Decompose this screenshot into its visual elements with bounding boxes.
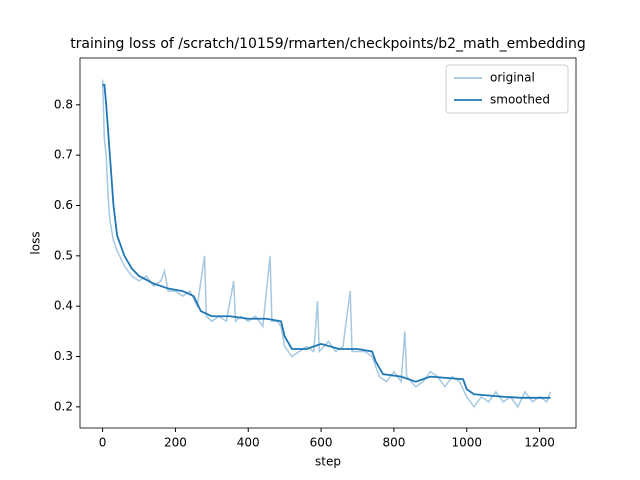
chart-title: training loss of /scratch/10159/rmarten/… [70,36,586,52]
x-tick-label: 800 [382,436,405,450]
line-series [102,83,551,399]
y-tick-label: 0.3 [54,349,73,363]
y-axis-label: loss [29,231,43,254]
y-tick-label: 0.7 [54,148,73,162]
legend-box [445,64,569,114]
x-tick-label: 600 [310,436,333,450]
y-tick-label: 0.4 [54,299,73,313]
plot-frame [79,57,577,429]
x-tick-label: 1200 [524,436,555,450]
x-tick-label: 1000 [451,436,482,450]
y-tick-label: 0.6 [54,198,73,212]
y-tick-label: 0.8 [54,97,73,111]
x-axis-label: step [315,455,341,469]
y-tick-label: 0.2 [54,399,73,413]
x-tick-label: 200 [164,436,187,450]
legend-label: original [490,71,535,85]
legend-label: smoothed [490,93,550,107]
line-series [101,79,552,409]
x-tick-label: 0 [99,436,107,450]
x-tick-label: 400 [237,436,260,450]
y-tick-label: 0.5 [54,248,73,262]
